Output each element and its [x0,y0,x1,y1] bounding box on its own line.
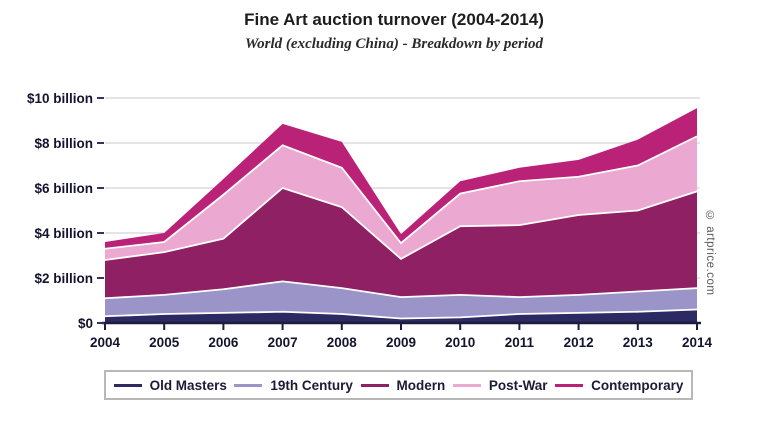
x-tick-label-2004: 2004 [90,335,121,350]
y-tick-label-10: $10 billion [27,91,93,106]
legend-label-19th-century: 19th Century [270,377,353,393]
x-tick-label-2009: 2009 [386,335,416,350]
y-tick-label-8: $8 billion [34,136,93,151]
y-tick-label-6: $6 billion [34,181,93,196]
chart-subtitle: World (excluding China) - Breakdown by p… [244,36,544,52]
x-tick-label-2014: 2014 [682,335,713,350]
legend-swatch-modern [360,383,389,387]
x-tick-label-2010: 2010 [445,335,475,350]
legend-swatch-old-masters [113,383,142,387]
area-modern [105,188,697,299]
legend-item-modern: Modern [360,377,446,393]
band-outline-old-masters [104,308,698,320]
x-tick-label-2013: 2013 [623,335,654,350]
watermark-artprice: © artprice.com [704,210,716,296]
y-tick-label-0: $0 [78,316,93,331]
legend-item-post-war: Post-War [452,377,548,393]
chart-legend: Old Masters 19th Century Modern Post-War Con… [104,370,693,400]
legend-label-modern: Modern [396,377,446,393]
legend-item-19th-century: 19th Century [234,378,353,393]
legend-item-contemporary: Contemporary [555,378,683,393]
band-outline-19th-century [104,280,698,300]
legend-label-old-masters: Old Masters [149,377,227,393]
legend-swatch-post-war [452,383,481,387]
legend-label-post-war: Post-War [488,377,548,393]
chart-title: Fine Art auction turnover (2004-2014) [244,10,544,29]
x-tick-label-2005: 2005 [149,335,180,350]
x-tick-label-2012: 2012 [564,335,594,350]
band-outline-post-war [104,135,698,250]
band-outline-modern [104,186,698,261]
legend-swatch-contemporary [555,383,584,387]
chart-header: Fine Art auction turnover (2004-2014) Wo… [0,10,768,53]
x-tick-label-2011: 2011 [505,335,535,350]
y-tick-label-2: $2 billion [34,271,93,286]
legend-item-old-masters: Old Masters [113,377,227,393]
area-contemporary [105,108,697,249]
x-tick-label-2007: 2007 [268,335,298,350]
area-post-war [105,136,697,260]
y-tick-label-4: $4 billion [34,226,93,241]
legend-label-contemporary: Contemporary [591,377,684,393]
x-tick-label-2008: 2008 [327,335,358,350]
legend-swatch-19th-century [234,383,263,387]
area-19th-century [105,281,697,319]
x-tick-label-2006: 2006 [208,335,239,350]
